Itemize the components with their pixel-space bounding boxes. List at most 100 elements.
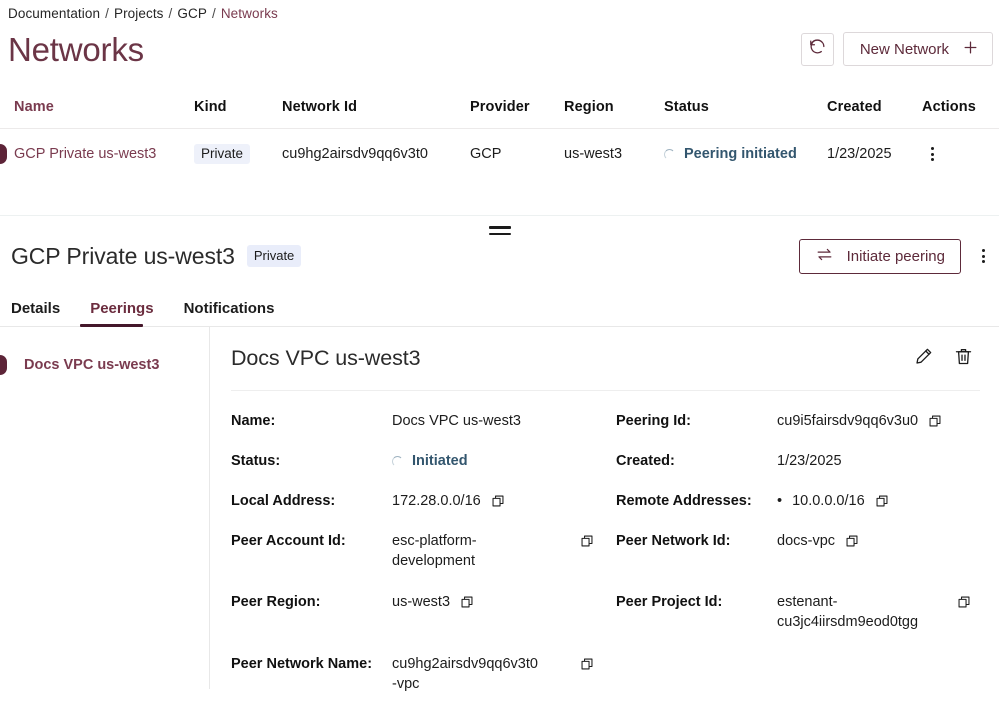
cell-region: us-west3 <box>564 146 623 162</box>
table-row[interactable]: GCP Private us-west3 Private cu9hg2airsd… <box>0 129 999 179</box>
copy-icon[interactable] <box>491 494 505 508</box>
kebab-menu-icon[interactable] <box>922 144 942 164</box>
breadcrumb: Documentation / Projects / GCP / Network… <box>0 0 999 22</box>
breadcrumb-item-networks[interactable]: Networks <box>220 5 278 21</box>
sidebar-item-docs-vpc-us-west3[interactable]: Docs VPC us-west3 <box>0 352 209 378</box>
column-header-kind[interactable]: Kind <box>194 99 227 115</box>
cell-provider: GCP <box>470 146 502 162</box>
row-selected-marker <box>0 144 7 164</box>
table-header-row: Name Kind Network Id Provider Region Sta… <box>0 86 999 128</box>
plus-icon <box>962 39 979 60</box>
column-header-status[interactable]: Status <box>664 99 709 115</box>
field-value: cu9i5fairsdv9qq6v3u0 <box>777 411 993 431</box>
initiate-peering-label: Initiate peering <box>846 247 945 265</box>
cell-name[interactable]: GCP Private us-west3 <box>14 146 157 162</box>
column-header-actions: Actions <box>922 99 976 115</box>
field-value: us-west3 <box>392 592 616 612</box>
status-badge: Peering initiated <box>684 146 797 162</box>
field-label: Created: <box>616 453 675 469</box>
sidebar-item-label: Docs VPC us-west3 <box>24 357 160 373</box>
column-header-created[interactable]: Created <box>827 99 882 115</box>
copy-icon[interactable] <box>875 494 889 508</box>
copy-icon[interactable] <box>460 595 474 609</box>
column-header-network-id[interactable]: Network Id <box>282 99 358 115</box>
column-header-provider[interactable]: Provider <box>470 99 530 115</box>
field-status: Status: Initiated <box>231 451 616 491</box>
peering-detail: Docs VPC us-west3 <box>210 327 999 692</box>
copy-icon[interactable] <box>928 414 942 428</box>
detail-panel-header: GCP Private us-west3 Private Initiate pe… <box>0 234 999 278</box>
tab-peerings[interactable]: Peerings <box>90 300 154 317</box>
field-created: Created: 1/23/2025 <box>616 451 993 491</box>
loading-spinner-icon <box>664 148 675 160</box>
peering-title: Docs VPC us-west3 <box>231 346 421 370</box>
copy-icon[interactable] <box>845 534 859 548</box>
new-network-button[interactable]: New Network <box>842 32 993 66</box>
field-value: cu9hg2airsdv9qq6v3t0-vpc <box>392 654 616 695</box>
column-header-region[interactable]: Region <box>564 99 614 115</box>
breadcrumb-item-gcp[interactable]: GCP <box>177 5 207 21</box>
field-peer-network-id: Peer Network Id: docs-vpc <box>616 531 993 592</box>
new-network-label: New Network <box>859 40 949 58</box>
field-value-text: 10.0.0.0/16 <box>792 493 865 509</box>
field-value-text: esc-platform-development <box>392 533 477 570</box>
field-value: 172.28.0.0/16 <box>392 491 616 511</box>
table-header-divider <box>0 128 999 129</box>
field-value: • 10.0.0.0/16 <box>777 491 993 511</box>
field-value: esc-platform-development <box>392 531 616 572</box>
field-value-text: us-west3 <box>392 594 451 610</box>
kind-badge: Private <box>194 143 251 165</box>
splitter-line <box>0 215 999 216</box>
copy-icon[interactable] <box>957 595 971 609</box>
field-value-text: docs-vpc <box>777 533 836 549</box>
page-title: Networks <box>8 30 144 68</box>
column-header-name[interactable]: Name <box>14 99 54 115</box>
breadcrumb-item-projects[interactable]: Projects <box>113 5 164 21</box>
field-remote-addresses: Remote Addresses: • 10.0.0.0/16 <box>616 491 993 531</box>
loading-spinner-icon <box>392 455 403 467</box>
peering-divider <box>231 390 980 391</box>
detail-actions: Initiate peering <box>798 238 993 274</box>
trash-icon[interactable] <box>953 346 974 367</box>
header-actions: New Network <box>800 32 993 66</box>
pencil-icon[interactable] <box>913 346 934 367</box>
field-label: Peer Network Name: <box>231 656 373 672</box>
tab-details[interactable]: Details <box>11 300 61 317</box>
initiate-peering-button[interactable]: Initiate peering <box>798 238 961 274</box>
cell-status: Peering initiated <box>664 146 827 162</box>
detail-kind-badge: Private <box>246 245 302 267</box>
cell-kind: Private <box>194 143 282 165</box>
detail-kebab-menu-icon[interactable] <box>973 246 993 266</box>
copy-icon[interactable] <box>580 534 594 548</box>
detail-title: GCP Private us-west3 <box>11 242 235 269</box>
copy-icon[interactable] <box>580 657 594 671</box>
field-peering-id: Peering Id: cu9i5fairsdv9qq6v3u0 <box>616 411 993 451</box>
field-value-text: 172.28.0.0/16 <box>392 493 481 509</box>
breadcrumb-separator: / <box>211 5 216 21</box>
panel-splitter[interactable] <box>0 215 999 235</box>
tabs-divider <box>0 324 999 327</box>
refresh-ccw-icon <box>808 37 827 61</box>
detail-tabs: Details Peerings Notifications <box>0 288 999 327</box>
breadcrumb-separator: / <box>105 5 109 21</box>
field-value-text: cu9hg2airsdv9qq6v3t0-vpc <box>392 656 538 693</box>
field-label: Peer Project Id: <box>616 594 723 610</box>
breadcrumb-item-documentation[interactable]: Documentation <box>8 5 101 21</box>
refresh-button[interactable] <box>800 32 834 66</box>
field-label: Peering Id: <box>616 413 691 429</box>
field-value-text: 1/23/2025 <box>777 453 842 469</box>
tab-notifications[interactable]: Notifications <box>183 300 275 317</box>
field-label: Peer Region: <box>231 594 321 610</box>
peering-fields-right: Peering Id: cu9i5fairsdv9qq6v3u0 Created… <box>616 411 993 715</box>
drag-handle-icon[interactable] <box>488 226 511 235</box>
detail-title-group: GCP Private us-west3 Private <box>11 242 302 270</box>
networks-table: Name Kind Network Id Provider Region Sta… <box>0 86 999 179</box>
page-header: Networks New Network <box>0 22 999 76</box>
field-value: estenant-cu3jc4iirsdm9eod0tgg <box>777 592 993 633</box>
field-value-text: Initiated <box>412 453 468 469</box>
field-peer-account-id: Peer Account Id: esc-platform-developmen… <box>231 531 616 592</box>
field-peer-project-id: Peer Project Id: estenant-cu3jc4iirsdm9e… <box>616 592 993 654</box>
cell-created: 1/23/2025 <box>827 146 892 162</box>
cell-actions <box>922 144 980 164</box>
field-local-address: Local Address: 172.28.0.0/16 <box>231 491 616 531</box>
